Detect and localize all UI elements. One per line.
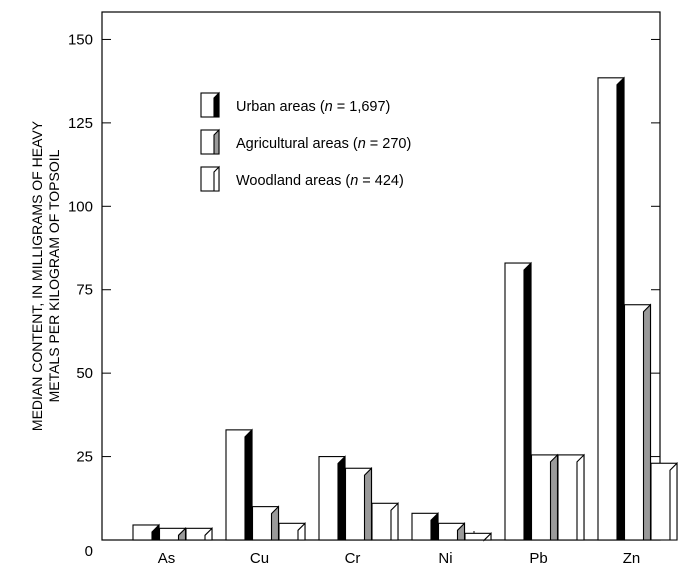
bar [158, 526, 187, 541]
bar-side-face [297, 521, 306, 541]
legend-swatch-side [213, 91, 220, 118]
bars [132, 76, 678, 542]
bar [318, 455, 346, 541]
bar [597, 76, 625, 541]
bar-side-face [642, 303, 652, 541]
legend-label: Agricultural areas (n = 270) [236, 136, 411, 152]
y-axis-label-line1: MEDIAN CONTENT, IN MILLIGRAMS OF HEAVY [29, 120, 45, 431]
legend-item: Agricultural areas (n = 270) [200, 128, 411, 155]
bar-side-face [244, 428, 253, 541]
bar [411, 511, 439, 541]
y-axis-label-line2: METALS PER KILOGRAM OF TOPSOIL [46, 149, 62, 402]
bar-side-face [669, 461, 678, 541]
legend-item: Urban areas (n = 1,697) [200, 91, 390, 118]
category-label: Cu [250, 550, 269, 567]
y-tick-label: 75 [76, 282, 93, 299]
bar-side-face [204, 526, 213, 541]
bar-side-face [523, 261, 532, 541]
bar [278, 521, 306, 541]
legend-swatch-side [213, 128, 220, 155]
y-axis-ticks: 0 25 50 75 100 125 150 [68, 31, 660, 560]
legend-swatch-side [213, 165, 220, 192]
category-label: Pb [529, 550, 547, 567]
bar [530, 453, 559, 541]
bar [557, 453, 585, 541]
category-labels: As Cu Cr Ni Pb Zn [158, 550, 641, 567]
y-tick-label: 125 [68, 115, 93, 132]
bar [623, 303, 652, 541]
y-tick-label: 50 [76, 365, 93, 382]
category-label: Ni [438, 550, 452, 567]
bar [437, 521, 466, 541]
legend: Urban areas (n = 1,697) Agricultural area… [200, 91, 411, 192]
y-tick-label: 100 [68, 198, 93, 215]
bar-side-face [576, 453, 585, 541]
bar-side-face [337, 455, 346, 541]
bar-side-face [483, 531, 492, 542]
bar [504, 261, 532, 541]
bar [650, 461, 678, 541]
bar [251, 505, 280, 541]
bar [225, 428, 253, 541]
bar-side-face [390, 501, 399, 541]
legend-item: Woodland areas (n = 424) [200, 165, 404, 192]
bar [132, 523, 160, 541]
category-label: Cr [345, 550, 361, 567]
category-label: As [158, 550, 176, 567]
bar [371, 501, 399, 541]
legend-label: Woodland areas (n = 424) [236, 173, 404, 189]
category-label: Zn [623, 550, 641, 567]
bar [464, 531, 492, 542]
bar-side-face [549, 453, 559, 541]
bar [185, 526, 213, 541]
legend-label: Urban areas (n = 1,697) [236, 99, 390, 115]
y-tick-label: 150 [68, 31, 93, 48]
bar-side-face [363, 466, 373, 541]
bar [344, 466, 373, 541]
bar-side-face [616, 76, 625, 541]
y-tick-label: 0 [85, 543, 93, 560]
y-tick-label: 25 [76, 449, 93, 466]
